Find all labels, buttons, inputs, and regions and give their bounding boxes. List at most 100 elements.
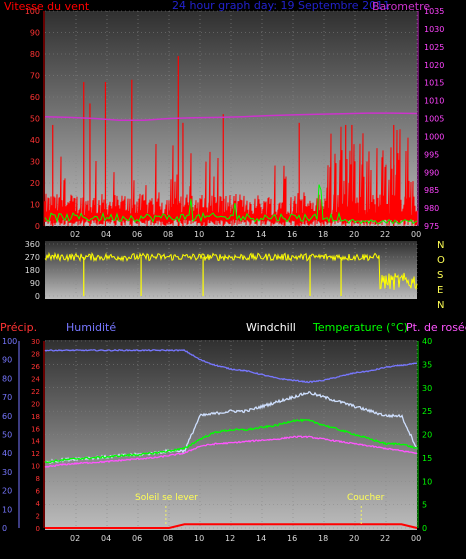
precip-tick-label: 28 <box>31 350 40 358</box>
precip-tick-label: 12 <box>31 450 40 458</box>
humidity-line <box>44 348 418 384</box>
x-tick-label: 02 <box>70 534 80 543</box>
wind-tick-label: 10 <box>30 201 40 210</box>
humidity-tick-label: 0 <box>2 524 7 533</box>
wind-tick-label: 90 <box>30 29 40 38</box>
precip-tick-label: 2 <box>36 513 40 521</box>
x-tick-label: 10 <box>194 534 204 543</box>
precip-tick-label: 16 <box>31 425 40 433</box>
x-tick-label: 06 <box>132 230 142 239</box>
temp-tick-label: 10 <box>422 477 432 486</box>
humidity-tick-label: 80 <box>2 374 12 383</box>
direction-letter: N <box>437 300 444 311</box>
humidity-tick-label: 30 <box>2 468 12 477</box>
x-tick-label: 12 <box>225 230 235 239</box>
wind-direction-line <box>44 251 418 291</box>
temp-tick-label: 35 <box>422 360 432 369</box>
direction-letter: O <box>437 255 445 266</box>
humidity-tick-label: 50 <box>2 431 12 440</box>
humidity-tick-label: 90 <box>2 356 12 365</box>
sunrise-label: Soleil se lever <box>135 493 198 503</box>
chart-title: 24 hour graph day: 19 Septembre 2011 <box>172 0 390 12</box>
x-tick-label: 00 <box>411 230 421 239</box>
temp-tick-label: 0 <box>422 524 427 533</box>
pressure-line <box>44 112 418 122</box>
pressure-tick-label: 990 <box>424 168 439 177</box>
x-tick-label: 04 <box>101 534 111 543</box>
temp-tick-label: 5 <box>422 501 427 510</box>
legend-precip: Précip. <box>0 321 37 334</box>
x-tick-label: 22 <box>380 534 390 543</box>
precip-tick-label: 30 <box>31 338 40 346</box>
humidity-tick-label: 10 <box>2 505 12 514</box>
precip-tick-label: 6 <box>36 488 41 496</box>
pressure-tick-label: 1005 <box>424 115 444 124</box>
temp-tick-label: 15 <box>422 454 432 463</box>
pressure-tick-label: 980 <box>424 204 439 213</box>
direction-letter: N <box>437 240 444 251</box>
temp-tick-label: 40 <box>422 337 432 346</box>
precip-tick-label: 4 <box>36 500 41 508</box>
wind-speed-line <box>44 126 418 227</box>
wind-axis-title: Vitesse du vent <box>4 0 90 13</box>
x-tick-label: 18 <box>318 534 328 543</box>
pressure-tick-label: 985 <box>424 186 439 195</box>
x-tick-label: 00 <box>411 534 421 543</box>
wind-tick-label: 70 <box>30 72 40 81</box>
precip-tick-label: 24 <box>31 375 40 383</box>
wind-tick-label: 0 <box>35 222 40 231</box>
humidity-tick-label: 60 <box>2 412 12 421</box>
precip-tick-label: 20 <box>31 400 40 408</box>
pressure-tick-label: 1030 <box>424 25 444 34</box>
sunset-label: Coucher <box>347 493 385 503</box>
humidity-tick-label: 70 <box>2 393 12 402</box>
wind-tick-label: 80 <box>30 50 40 59</box>
humidity-tick-label: 40 <box>2 449 12 458</box>
wind-average-line <box>44 184 418 225</box>
wind-tick-label: 100 <box>25 7 40 16</box>
legend-dewpoint: Pt. de rosée <box>406 321 466 334</box>
wind-tick-label: 30 <box>30 158 40 167</box>
dewpoint-line <box>44 435 418 468</box>
precip-tick-label: 22 <box>31 388 40 396</box>
temperature-line <box>44 418 418 464</box>
precip-tick-label: 18 <box>31 413 40 421</box>
pressure-tick-label: 1035 <box>424 7 444 16</box>
humidity-tick-label: 20 <box>2 487 12 496</box>
precip-line <box>45 523 418 529</box>
direction-tick-label: 270 <box>25 253 40 262</box>
pressure-tick-label: 1015 <box>424 79 444 88</box>
x-tick-label: 22 <box>380 230 390 239</box>
x-tick-label: 14 <box>256 534 266 543</box>
x-tick-label: 12 <box>225 534 235 543</box>
pressure-tick-label: 1000 <box>424 132 444 141</box>
x-tick-label: 04 <box>101 230 111 239</box>
x-tick-label: 08 <box>163 230 173 239</box>
x-tick-label: 06 <box>132 534 142 543</box>
x-tick-label: 14 <box>256 230 266 239</box>
direction-letter: S <box>437 270 443 281</box>
x-tick-label: 08 <box>163 534 173 543</box>
pressure-tick-label: 1025 <box>424 43 444 52</box>
pressure-tick-label: 995 <box>424 150 439 159</box>
direction-tick-label: 360 <box>25 240 40 249</box>
direction-panel-bg <box>45 241 417 299</box>
x-tick-label: 02 <box>70 230 80 239</box>
precip-tick-label: 14 <box>31 438 40 446</box>
pressure-tick-label: 1010 <box>424 97 444 106</box>
x-tick-label: 20 <box>349 230 359 239</box>
precip-tick-label: 26 <box>31 363 40 371</box>
wind-tick-label: 50 <box>30 115 40 124</box>
x-tick-label: 18 <box>318 230 328 239</box>
wind-tick-label: 20 <box>30 179 40 188</box>
legend-windchill: Windchill <box>246 321 296 334</box>
direction-tick-label: 180 <box>25 266 40 275</box>
precip-tick-label: 8 <box>36 475 40 483</box>
pressure-axis-title: Barometre <box>372 0 430 13</box>
precip-tick-label: 0 <box>36 525 40 533</box>
x-tick-label: 16 <box>287 230 297 239</box>
wind-tick-label: 60 <box>30 93 40 102</box>
x-tick-label: 10 <box>194 230 204 239</box>
direction-tick-label: 90 <box>30 279 40 288</box>
